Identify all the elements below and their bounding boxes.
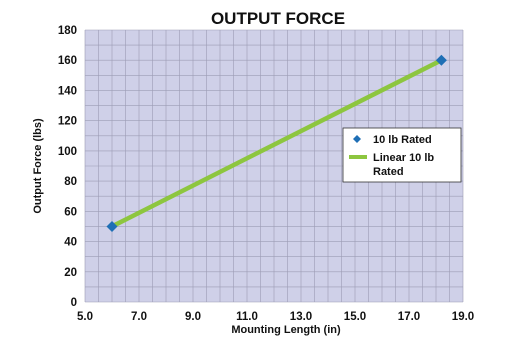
y-tick-label: 20 [64, 267, 77, 279]
legend: 10 lb Rated Linear 10 lb Rated [342, 127, 462, 183]
x-tick-label: 11.0 [236, 311, 258, 323]
y-tick-label: 80 [64, 176, 77, 188]
x-tick-label: 9.0 [185, 311, 201, 323]
legend-marker-diamond [353, 135, 361, 143]
y-tick-label: 40 [64, 237, 77, 249]
chart-title: OUTPUT FORCE [211, 9, 345, 28]
y-tick-label: 180 [58, 25, 77, 37]
legend-label-linear-line1: Linear 10 lb [373, 152, 434, 164]
data-series [106, 54, 447, 232]
x-tick-label: 15.0 [344, 311, 366, 323]
y-tick-label: 100 [58, 146, 77, 158]
y-tick-label: 0 [71, 297, 77, 309]
x-tick-label: 7.0 [131, 311, 147, 323]
legend-label-10-lb-rated: 10 lb Rated [373, 134, 432, 146]
y-tick-label: 120 [58, 116, 77, 128]
axis-ticks: 5.0 7.0 9.0 11.0 13.0 15.0 17.0 19.0 0 20 40 60 80 10… [58, 25, 474, 323]
x-tick-label: 5.0 [77, 311, 93, 323]
gridlines [84, 29, 464, 303]
x-tick-label: 13.0 [290, 311, 312, 323]
legend-label-linear-line2: Rated [373, 166, 404, 178]
data-point-marker [106, 220, 118, 232]
y-tick-label: 60 [64, 206, 77, 218]
y-axis-label: Output Force (lbs) [32, 118, 44, 214]
linear-trend-line [110, 58, 443, 229]
x-tick-label: 17.0 [398, 311, 420, 323]
y-tick-label: 160 [58, 55, 77, 67]
x-axis-label: Mounting Length (in) [231, 324, 341, 336]
data-point-marker [435, 54, 447, 66]
y-tick-label: 140 [58, 85, 77, 97]
x-tick-label: 19.0 [452, 311, 474, 323]
